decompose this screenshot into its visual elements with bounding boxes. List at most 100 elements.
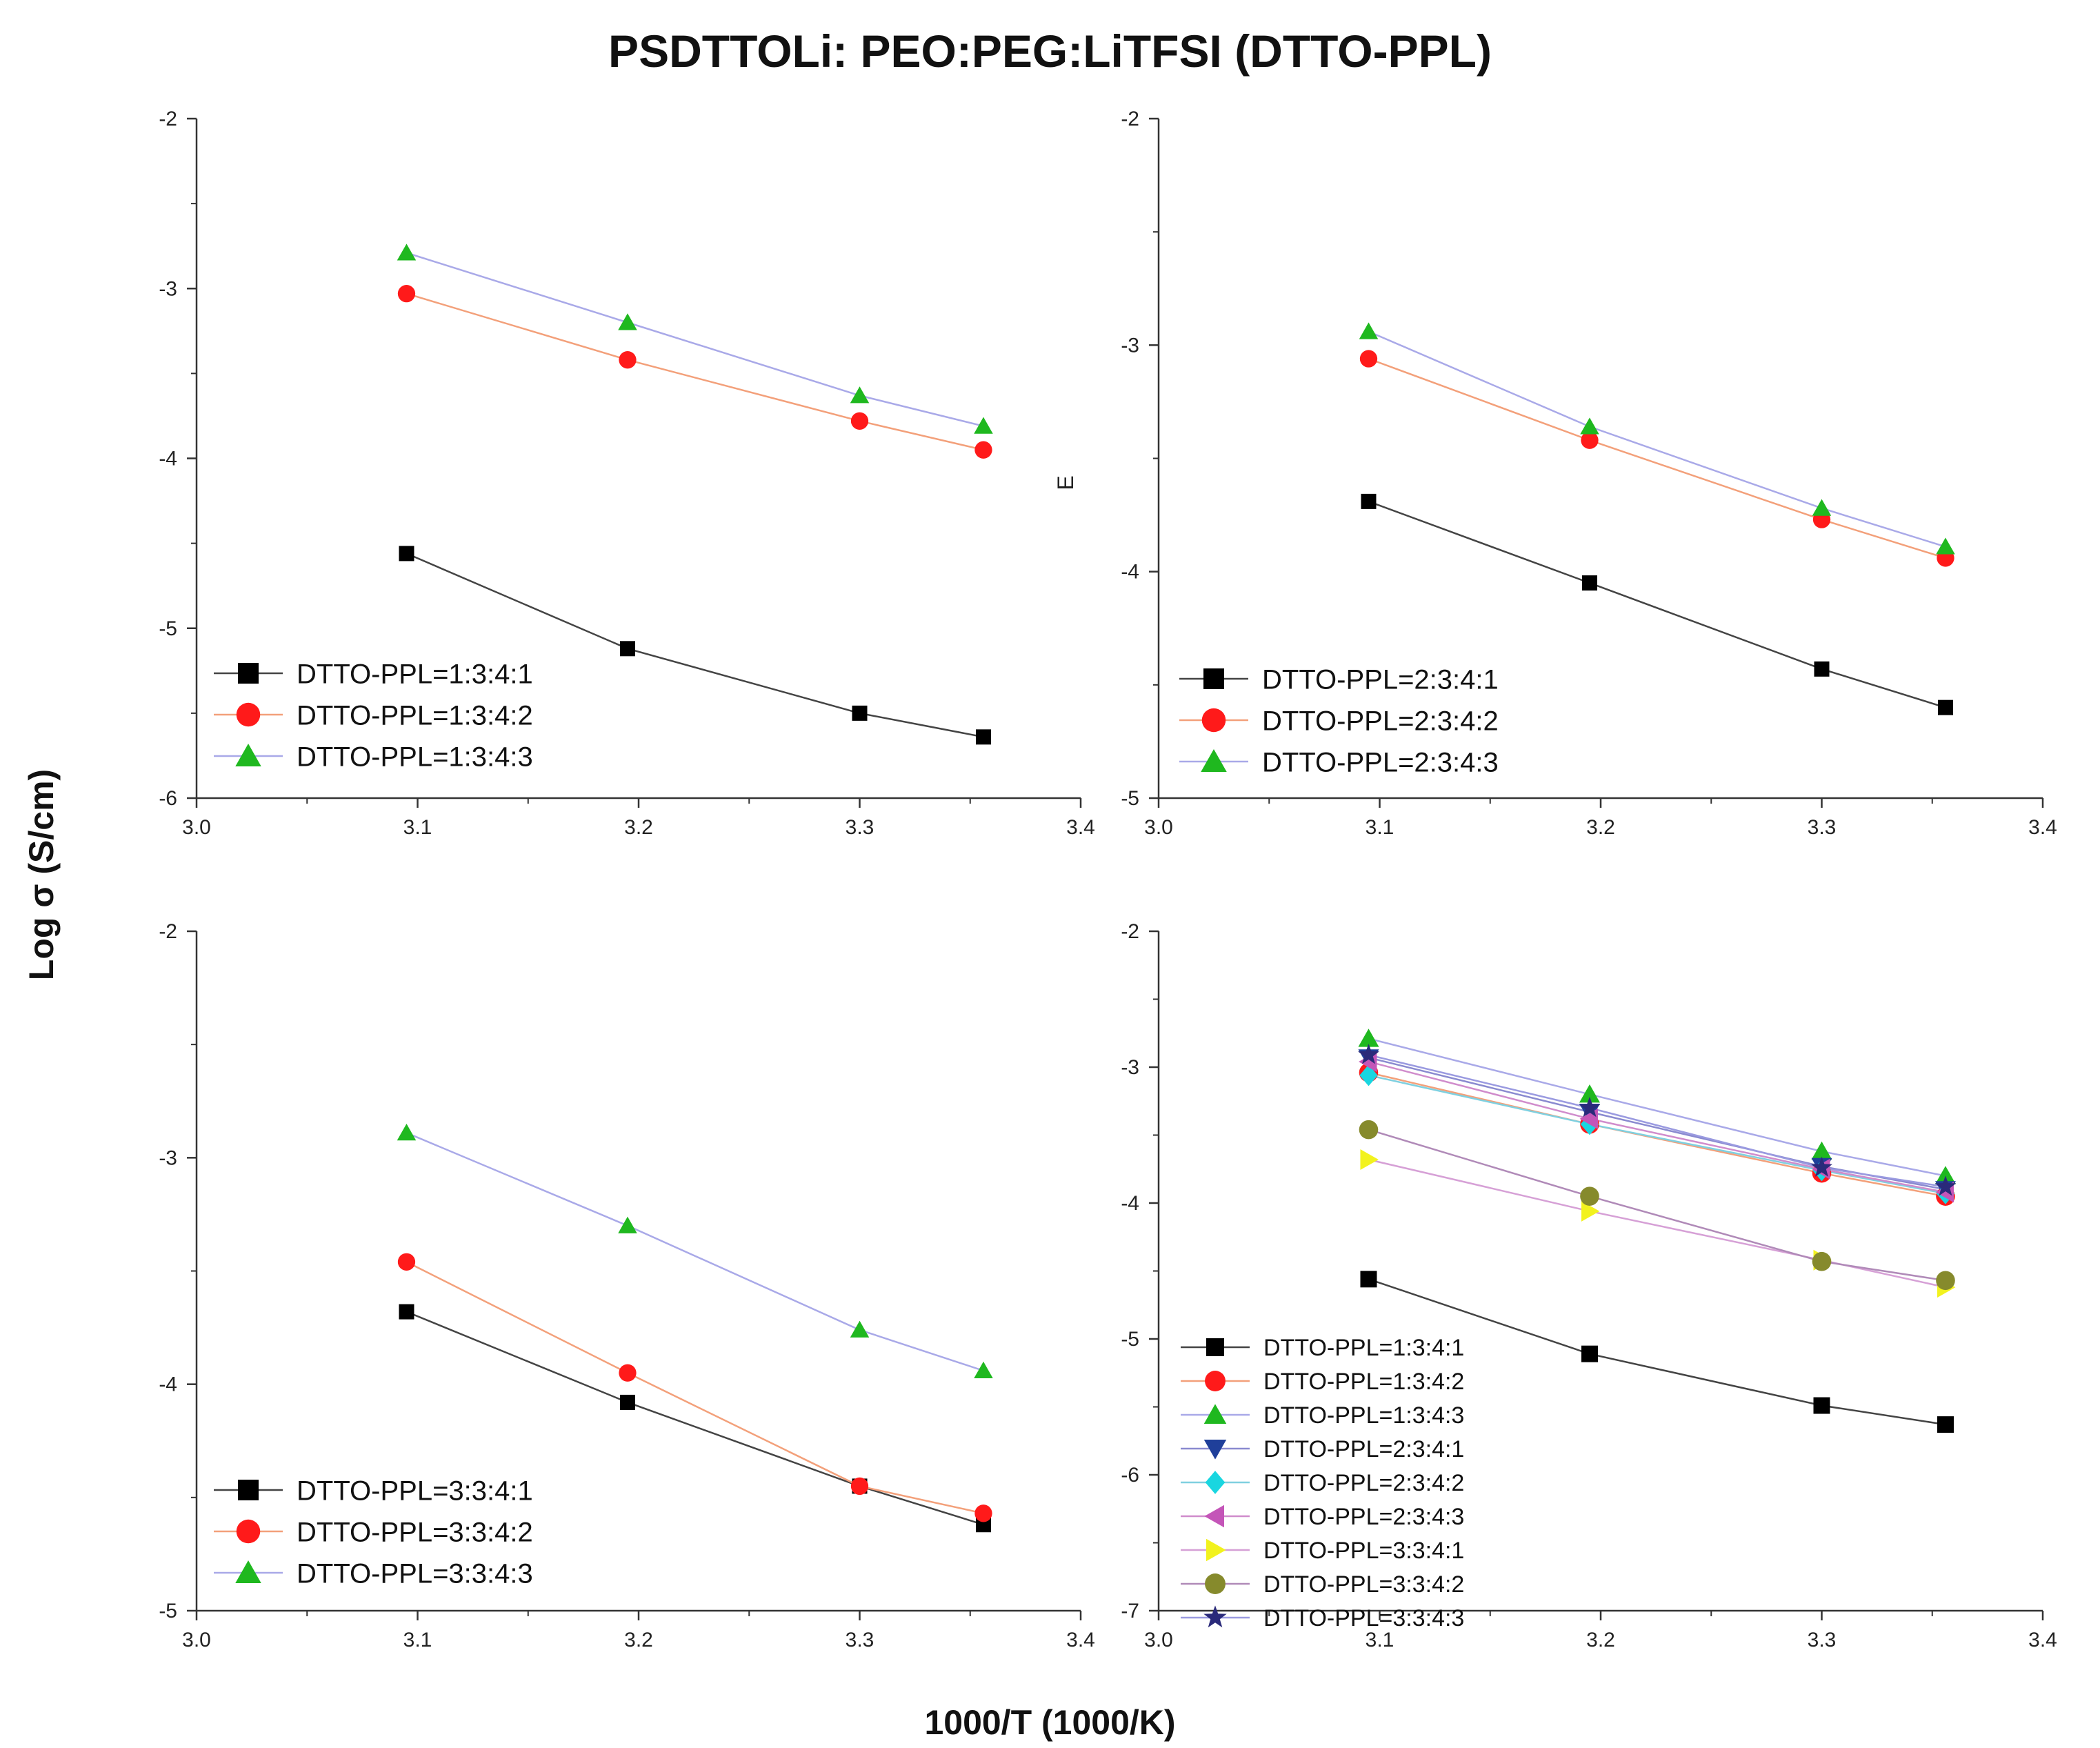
- y-tick-label: -5: [1121, 787, 1139, 810]
- page-title: PSDTTOLi: PEO:PEG:LiTFSI (DTTO-PPL): [608, 26, 1492, 77]
- data-point-s3-triangle-up: [1580, 417, 1599, 435]
- x-tick-label: 3.3: [846, 1629, 874, 1651]
- series-line-1: [406, 1311, 984, 1526]
- x-tick-label: 3.1: [1366, 1629, 1394, 1651]
- legend-marker-square: [1203, 668, 1224, 689]
- x-tick-label: 3.2: [624, 1629, 653, 1651]
- data-point-s3-triangle-up: [1936, 537, 1955, 555]
- data-point-s8-circle: [1812, 1251, 1832, 1271]
- legend-entry-label: DTTO-PPL=3:3:4:2: [1263, 1571, 1464, 1598]
- data-point-s9-star: [1811, 1156, 1832, 1177]
- legend-marker-star: [1203, 1605, 1227, 1628]
- x-tick-label: 3.3: [1808, 816, 1837, 839]
- legend-entry-label: DTTO-PPL=1:3:4:2: [297, 700, 533, 731]
- y-tick-label: -3: [1121, 1056, 1139, 1079]
- y-tick-label: -6: [159, 787, 177, 810]
- legend-marker-triangle-left: [1204, 1504, 1224, 1528]
- series-line-7: [1368, 1158, 1946, 1289]
- data-point-s1-square: [1814, 661, 1830, 677]
- data-point-s2-circle: [397, 1253, 416, 1271]
- series-line-2: [1368, 1071, 1946, 1198]
- x-tick-label: 3.4: [2028, 816, 2057, 839]
- series-line-4: [1368, 1056, 1946, 1191]
- data-point-s7-triangle-right: [1581, 1200, 1600, 1222]
- legend-marker-square: [1206, 1338, 1224, 1356]
- data-point-s1-square: [1361, 493, 1377, 509]
- y-tick-label: -2: [1121, 108, 1139, 130]
- x-axis-label: 1000/T (1000/K): [924, 1703, 1176, 1742]
- data-point-s8-circle: [1936, 1271, 1955, 1291]
- legend-marker-circle: [1205, 1573, 1226, 1594]
- chart-panel-bottom-left: 3.0 3.1 3.2 3.3 3.4 -2 -3 -4 -5 DTTO-PPL=3:3:4:1 D…: [159, 920, 1095, 1651]
- y-tick-label: -7: [1121, 1600, 1139, 1622]
- series-line-1: [1368, 500, 1946, 708]
- series-line-6: [1368, 1060, 1946, 1193]
- legend-marker-circle: [1201, 708, 1226, 733]
- data-point-s5-diamond: [1359, 1064, 1378, 1086]
- x-tick-label: 3.2: [624, 816, 653, 839]
- legend-entry-label: DTTO-PPL=2:3:4:2: [1263, 1470, 1464, 1496]
- y-tick-label: -2: [1121, 920, 1139, 943]
- legend-marker-triangle-up: [1201, 749, 1227, 772]
- data-point-s1-square: [1581, 1345, 1598, 1362]
- data-point-s2-circle: [850, 412, 869, 430]
- legend-entry-label: DTTO-PPL=3:3:4:3: [297, 1558, 533, 1589]
- legend-marker-circle: [236, 702, 261, 727]
- data-point-s2-circle: [397, 284, 416, 303]
- legend-marker-triangle-up: [1203, 1404, 1227, 1424]
- data-point-s9-star: [1579, 1096, 1601, 1118]
- data-point-s3-triangle-up: [397, 244, 417, 261]
- legend-entry-label: DTTO-PPL=3:3:4:2: [297, 1517, 533, 1547]
- data-point-s3-triangle-up: [974, 1361, 993, 1378]
- data-point-s3-triangle-up: [1934, 1166, 1956, 1184]
- y-tick-label: -5: [159, 1600, 177, 1622]
- data-point-s2-circle: [619, 1364, 637, 1382]
- y-tick-label: -5: [159, 617, 177, 640]
- legend-entry-label: DTTO-PPL=1:3:4:1: [297, 659, 533, 689]
- data-point-s2-circle: [974, 1504, 992, 1522]
- legend-entry-label: DTTO-PPL=1:3:4:3: [1263, 1402, 1464, 1429]
- y-tick-label: -3: [1121, 334, 1139, 357]
- data-point-s1-square: [975, 729, 991, 745]
- legend-marker-square: [238, 1480, 259, 1500]
- data-point-s2-circle: [850, 1477, 869, 1496]
- legend-entry-label: DTTO-PPL=3:3:4:1: [1263, 1538, 1464, 1564]
- legend-entry-label: DTTO-PPL=3:3:4:1: [297, 1476, 533, 1506]
- x-tick-label: 3.1: [1366, 816, 1394, 839]
- chart-panel-bottom-right: 3.0 3.1 3.2 3.3 3.4 -2 -3 -4 -5 -6 -7 DTTO-PPL=1:3:…: [1121, 920, 2057, 1651]
- legend-marker-triangle-up: [235, 1560, 261, 1583]
- series-line-2: [406, 292, 984, 451]
- data-point-s7-triangle-right: [1360, 1149, 1379, 1170]
- x-tick-label: 3.0: [182, 816, 211, 839]
- legend-entry-label: DTTO-PPL=1:3:4:3: [297, 742, 533, 772]
- y-tick-label: -2: [159, 108, 177, 130]
- legend-entry-label: DTTO-PPL=3:3:4:3: [1263, 1605, 1464, 1631]
- data-point-s1-square: [1813, 1397, 1830, 1414]
- data-point-s3-triangle-up: [1812, 499, 1832, 516]
- x-tick-label: 3.4: [1066, 816, 1095, 839]
- chart-panel-top-right: 3.0 3.1 3.2 3.3 3.4 -2 -3 -4 -5 DTTO-PPL=2:3:4:1 D…: [1121, 108, 2057, 839]
- legend-marker-square: [238, 663, 259, 684]
- data-point-s2-circle: [1359, 350, 1378, 368]
- series-line-3: [406, 252, 984, 427]
- chart-panel-top-left: 3.0 3.1 3.2 3.3 3.4 -2 -3 -4 -5 -6 DTTO-PPL=1:3:4:…: [159, 108, 1095, 839]
- series-line-1: [1368, 1278, 1946, 1426]
- data-point-s1-square: [399, 1304, 414, 1320]
- series-line-3: [1368, 1037, 1946, 1177]
- x-tick-label: 3.0: [182, 1629, 211, 1651]
- legend-marker-circle: [1205, 1371, 1226, 1391]
- data-point-s1-square: [852, 705, 868, 721]
- legend-entry-label: DTTO-PPL=1:3:4:2: [1263, 1369, 1464, 1395]
- series-line-9: [1368, 1054, 1946, 1188]
- x-tick-label: 3.2: [1586, 816, 1615, 839]
- data-point-s3-triangle-up: [850, 386, 870, 404]
- legend-marker-triangle-up: [235, 744, 261, 766]
- legend-entry-label: DTTO-PPL=2:3:4:1: [1263, 1436, 1464, 1462]
- x-tick-label: 3.3: [1808, 1629, 1837, 1651]
- y-tick-label: -4: [159, 1373, 177, 1396]
- y-tick-label: -4: [1121, 561, 1139, 584]
- x-tick-label: 3.0: [1144, 1629, 1173, 1651]
- data-point-s8-circle: [1359, 1120, 1379, 1140]
- data-point-s1-square: [619, 1394, 635, 1410]
